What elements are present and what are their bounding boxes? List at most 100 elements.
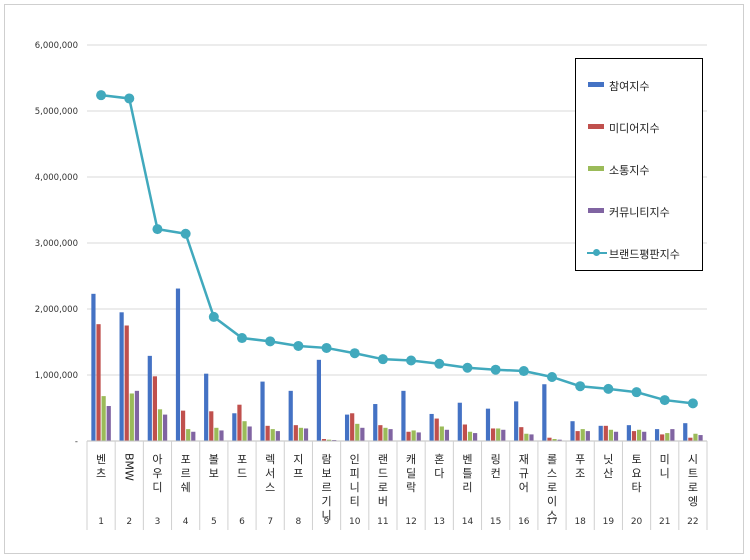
line-point: [208, 311, 219, 322]
bar: [204, 373, 209, 441]
bar: [444, 429, 450, 441]
bar: [457, 402, 462, 441]
bar: [496, 428, 501, 441]
bar: [547, 437, 552, 441]
line-point: [265, 336, 276, 347]
bar: [119, 312, 124, 441]
bar: [298, 427, 304, 441]
line-point: [547, 371, 557, 382]
legend-label-brand-reputation: 브랜드평판지수: [609, 248, 680, 261]
bar: [326, 439, 332, 441]
bar: [467, 431, 473, 441]
bar: [585, 431, 590, 441]
legend-item-participation: 참여지수: [576, 77, 702, 93]
bar: [157, 409, 163, 441]
bar: [383, 427, 388, 441]
y-tick-label: 6,000,000: [35, 41, 78, 51]
bar: [490, 428, 496, 441]
bar: [542, 384, 547, 441]
bar: [514, 401, 519, 441]
line-point: [321, 342, 332, 353]
legend-swatch-participation: [588, 82, 604, 87]
y-tick-label: 3,000,000: [35, 239, 78, 249]
bar: [501, 429, 506, 441]
x-rank-label: 8: [295, 517, 301, 527]
legend-swatch-media: [588, 124, 604, 129]
bar: [636, 429, 642, 441]
line-point: [293, 340, 304, 351]
legend-label-community: 커뮤니티지수: [609, 206, 670, 219]
bar: [242, 421, 247, 441]
legend-label-media: 미디어지수: [609, 122, 660, 135]
bar: [191, 431, 196, 441]
bar: [293, 425, 298, 441]
bar: [462, 424, 468, 441]
line-point: [406, 355, 417, 366]
x-rank-label: 7: [267, 517, 273, 527]
bar: [693, 433, 698, 441]
bar: [209, 411, 214, 441]
reputation-line: [96, 90, 698, 409]
x-rank-label: 4: [183, 517, 189, 527]
line-point: [349, 348, 360, 359]
bar: [316, 359, 321, 441]
legend-label-participation: 참여지수: [609, 80, 650, 93]
bar: [575, 431, 580, 441]
bar: [303, 428, 309, 441]
line-point: [377, 354, 388, 365]
gridlines: [87, 44, 707, 376]
x-rank-label: 6: [239, 517, 245, 527]
x-rank-label: 10: [349, 517, 361, 527]
bar: [688, 437, 693, 441]
x-rank-label: 11: [377, 517, 388, 527]
line-point: [434, 358, 445, 369]
bar: [608, 429, 614, 441]
x-rank-label: 20: [631, 517, 643, 527]
legend-dot-brand-reputation: [593, 249, 600, 256]
legend-item-media: 미디어지수: [576, 119, 702, 135]
bar: [613, 431, 619, 441]
legend-swatch-community: [588, 208, 604, 213]
bar: [106, 406, 111, 441]
x-rank-label: 21: [659, 517, 670, 527]
x-rank-label: 22: [687, 517, 698, 527]
bar: [439, 426, 444, 441]
x-rank-label: 1: [98, 517, 104, 527]
legend-item-community: 커뮤니티지수: [576, 203, 702, 219]
bar: [473, 433, 478, 441]
bar: [232, 413, 237, 441]
bar: [378, 425, 383, 441]
x-rank-label: 9: [324, 517, 330, 527]
line-point: [631, 387, 642, 398]
line-point: [462, 362, 473, 373]
line-point: [237, 333, 247, 344]
line-point: [518, 366, 529, 377]
line-point: [659, 395, 670, 406]
bar: [406, 431, 411, 441]
bar: [355, 423, 360, 441]
bar: [660, 434, 665, 441]
bar: [373, 404, 378, 441]
y-tick-label: 5,000,000: [35, 107, 78, 117]
bar: [265, 425, 270, 441]
line-point: [575, 381, 586, 392]
legend-item-communication: 소통지수: [576, 161, 702, 177]
bar: [670, 429, 675, 441]
bars: [91, 288, 703, 441]
line-point: [603, 383, 614, 394]
x-axis: 벤 츠 1 BMW 2 아 우 디 3 포 르 쉐 4 볼 보 5 포 드 6 렉 서 스 7 지 프 8 람 보 르 기 니9 인 피 니 티 10…: [86, 440, 708, 530]
bar: [219, 430, 224, 441]
line-point: [96, 90, 107, 101]
